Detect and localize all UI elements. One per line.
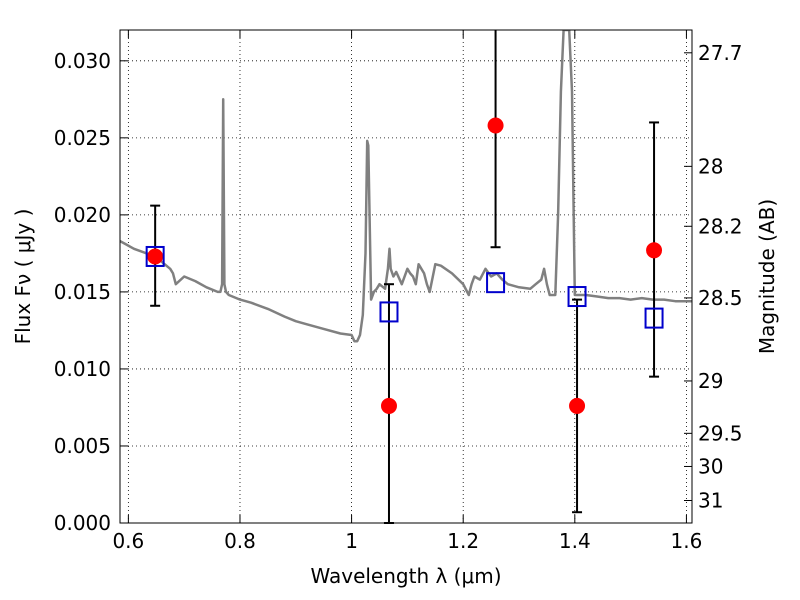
observed-point <box>569 397 586 414</box>
model-point <box>644 307 664 329</box>
right-tick-label: 29.5 <box>698 421 743 445</box>
y-axis: 0.000 0.005 0.010 0.015 0.020 0.025 0.030 <box>54 49 128 535</box>
x-axis-title: Wavelength λ (μm) <box>310 564 501 588</box>
right-magnitude-axis: 27.7 28 28.2 28.5 29 29.5 30 31 <box>684 41 743 513</box>
right-tick-label: 27.7 <box>698 41 743 65</box>
right-tick-label: 30 <box>698 454 723 478</box>
spectrum-series <box>120 30 692 343</box>
y-tick-label: 0.000 <box>54 511 111 535</box>
right-tick-label: 28.5 <box>698 286 743 310</box>
x-tick-label: 0.8 <box>224 529 256 553</box>
model-point <box>486 272 506 294</box>
y-tick-label: 0.005 <box>54 434 111 458</box>
model-point <box>145 245 165 267</box>
y-tick-label: 0.025 <box>54 126 111 150</box>
observed-point <box>380 397 397 414</box>
x-axis: 0.6 0.8 1 1.2 1.4 1.6 <box>112 30 702 553</box>
x-tick-label: 1.6 <box>671 529 703 553</box>
observed-point <box>646 242 663 259</box>
x-tick-label: 1.4 <box>559 529 591 553</box>
observed-point <box>487 117 504 134</box>
y-tick-label: 0.030 <box>54 49 111 73</box>
y-tick-label: 0.015 <box>54 280 111 304</box>
right-axis-title: Magnitude (AB) <box>755 199 779 354</box>
spectrum-line <box>120 30 692 343</box>
x-tick-label: 1 <box>345 529 358 553</box>
plot-frame <box>119 29 693 524</box>
grid <box>120 30 692 523</box>
model-series <box>145 245 664 329</box>
model-point <box>567 286 587 308</box>
right-tick-label: 28.2 <box>698 214 743 238</box>
observed-point <box>147 248 164 265</box>
x-tick-label: 0.6 <box>112 529 144 553</box>
model-point <box>379 301 399 323</box>
observed-series <box>147 117 663 414</box>
right-tick-label: 29 <box>698 369 723 393</box>
right-tick-label: 28 <box>698 154 723 178</box>
right-tick-label: 31 <box>698 489 723 513</box>
y-tick-label: 0.020 <box>54 203 111 227</box>
x-tick-label: 1.2 <box>447 529 479 553</box>
y-axis-title: Flux Fν ( μJy ) <box>11 209 35 345</box>
y-tick-label: 0.010 <box>54 357 111 381</box>
